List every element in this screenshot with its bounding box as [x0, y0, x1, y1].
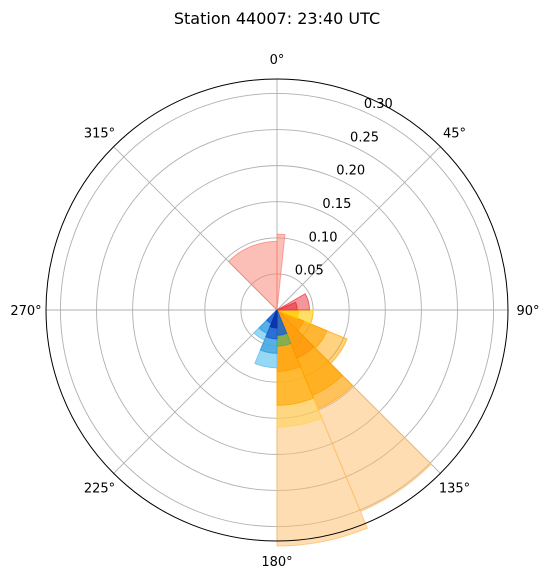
angular-tick-label: 315°	[84, 127, 115, 142]
wind-bar	[269, 309, 278, 329]
wind-bar	[276, 309, 288, 336]
wind-bar	[275, 293, 310, 311]
radial-tick-labels: 0.05 0.10 0.15 0.20 0.25 0.30	[295, 97, 393, 279]
radial-tick-label: 0.30	[364, 97, 393, 112]
wind-bar	[276, 309, 305, 332]
angular-tick-label: 45°	[443, 127, 466, 142]
polar-frame	[45, 78, 509, 542]
angular-tick-labels: 0° 45° 90° 135° 180° 225° 270° 315°	[10, 53, 539, 570]
angular-gridline	[113, 309, 278, 474]
radial-tick-label: 0.20	[336, 164, 365, 179]
angular-tick-label: 135°	[439, 481, 470, 496]
bars	[227, 233, 432, 547]
chart-title: Station 44007: 23:40 UTC	[174, 9, 380, 28]
radial-tick-label: 0.10	[309, 230, 338, 245]
angular-gridline	[276, 146, 441, 311]
wind-bar	[227, 240, 278, 312]
radial-tick-label: 0.05	[295, 264, 324, 279]
radial-tick-label: 0.15	[322, 197, 351, 212]
radial-tick-label: 0.25	[350, 130, 379, 145]
wind-bar	[276, 301, 298, 311]
angular-tick-label: 0°	[270, 53, 285, 68]
wind-bar	[276, 233, 286, 311]
angular-tick-label: 180°	[261, 555, 292, 570]
angular-tick-label: 270°	[10, 304, 41, 319]
angular-tick-label: 225°	[84, 481, 115, 496]
angular-tick-label: 90°	[516, 304, 539, 319]
